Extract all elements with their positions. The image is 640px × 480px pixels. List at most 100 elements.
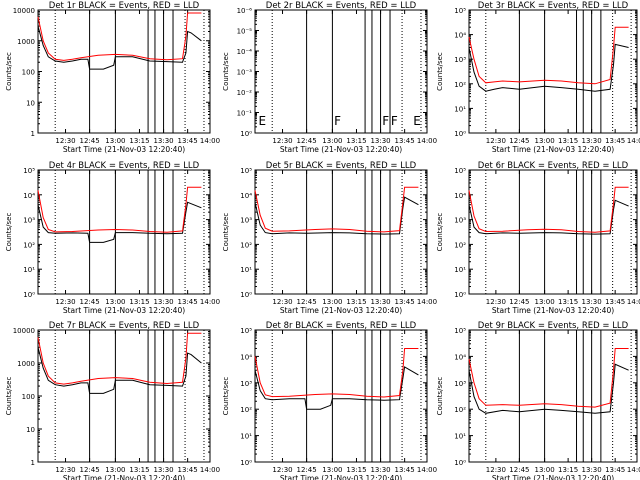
x-tick-label: 14:00 [417,137,437,145]
y-tick-label: 10 [26,426,35,434]
x-tick-label: 13:00 [322,466,342,474]
x-tick-label: 13:00 [535,137,555,145]
flag-marker-label: F [391,114,398,128]
x-tick-label: 14:00 [417,298,437,306]
x-tick-label: 13:15 [558,137,578,145]
y-tick-label: 10² [23,241,35,249]
y-tick-label: 10⁵ [240,327,252,335]
y-tick-label: 10⁴ [454,353,466,361]
x-tick-label: 12:30 [486,298,506,306]
y-tick-label: 10⁻³ [237,69,253,77]
x-tick-label: 13:30 [582,466,602,474]
y-tick-label: 10³ [240,217,252,225]
x-tick-label: 13:30 [370,137,390,145]
x-tick-label: 12:45 [297,298,317,306]
x-tick-label: 13:45 [178,137,198,145]
x-tick-label: 13:00 [322,137,342,145]
y-tick-label: 10³ [454,380,466,388]
x-tick-label: 12:30 [272,298,292,306]
x-tick-label: 13:15 [129,298,149,306]
x-tick-label: 12:30 [55,466,75,474]
events-series-line [37,25,202,70]
chart-panel-4: Det 4r BLACK = Events, RED = LLD 10⁰ 10¹ 10… [5,161,220,315]
flag-marker-label: E [258,114,266,128]
x-tick-label: 12:30 [486,466,506,474]
x-tick-label: 13:45 [395,137,415,145]
x-tick-label: 14:00 [627,298,640,306]
x-tick-label: 13:15 [558,298,578,306]
x-tick-label: 13:00 [322,298,342,306]
flag-marker-label: E [413,114,421,128]
y-tick-label: 10000 [13,327,35,335]
y-axis-label: Counts/sec [222,52,230,91]
x-tick-label: 13:45 [395,466,415,474]
x-tick-label: 14:00 [200,298,220,306]
y-tick-label: 1 [31,459,35,467]
y-axis-label: Counts/sec [436,213,444,252]
chart-title: Det 4r BLACK = Events, RED = LLD [49,161,200,171]
plot-frame [468,9,638,134]
x-tick-label: 12:45 [297,137,317,145]
x-tick-label: 13:00 [535,466,555,474]
chart-panel-5: Det 5r BLACK = Events, RED = LLD 10⁰ 10¹ 10… [222,161,437,315]
y-tick-label: 100 [22,393,35,401]
x-tick-label: 12:30 [486,137,506,145]
x-axis-label: Start Time (21-Nov-03 12:20:40) [492,306,614,315]
y-tick-label: 10³ [23,217,35,225]
x-tick-label: 13:45 [605,466,625,474]
x-tick-label: 13:15 [346,298,366,306]
x-axis-label: Start Time (21-Nov-03 12:20:40) [63,474,185,480]
x-tick-label: 13:30 [370,466,390,474]
chart-title: Det 5r BLACK = Events, RED = LLD [266,161,417,171]
y-tick-label: 10⁴ [23,192,35,200]
y-axis-label: Counts/sec [5,52,13,91]
y-tick-label: 10⁵ [454,167,466,175]
x-tick-label: 12:45 [80,298,100,306]
y-tick-label: 10⁰ [454,130,466,138]
y-tick-label: 10⁴ [240,192,252,200]
y-axis-label: Counts/sec [222,213,230,252]
lld-series-line [37,332,202,385]
y-tick-label: 10 [26,99,35,107]
y-tick-label: 10³ [454,56,466,64]
x-tick-label: 13:15 [129,466,149,474]
x-tick-label: 13:00 [105,137,125,145]
y-tick-label: 10⁴ [240,353,252,361]
lld-series-line [37,12,202,61]
x-axis-label: Start Time (21-Nov-03 12:20:40) [492,145,614,154]
lld-series-line [468,186,629,233]
x-tick-label: 12:45 [509,466,529,474]
y-tick-label: 10⁴ [454,32,466,40]
x-tick-label: 13:30 [370,298,390,306]
x-tick-label: 14:00 [627,137,640,145]
x-tick-label: 13:30 [582,137,602,145]
x-tick-label: 13:45 [178,466,198,474]
x-tick-label: 13:45 [605,298,625,306]
x-tick-label: 12:30 [55,137,75,145]
x-tick-label: 12:45 [509,137,529,145]
x-tick-label: 13:30 [153,137,173,145]
y-tick-label: 10⁰ [454,459,466,467]
y-tick-label: 10¹ [454,266,466,274]
x-axis-label: Start Time (21-Nov-03 12:20:40) [280,306,402,315]
chart-panel-8: Det 8r BLACK = Events, RED = LLD 10⁰ 10¹ 10… [222,321,437,480]
y-tick-label: 10³ [240,380,252,388]
y-tick-label: 10² [454,406,466,414]
y-tick-label: 10000 [13,7,35,15]
x-tick-label: 13:00 [535,298,555,306]
flag-marker-label: F [334,114,341,128]
y-tick-label: 1 [31,130,35,138]
y-tick-label: 10² [240,241,252,249]
y-tick-label: 10⁰ [240,291,252,299]
x-axis-label: Start Time (21-Nov-03 12:20:40) [63,145,185,154]
y-axis-label: Counts/sec [5,377,13,416]
events-series-line [468,43,629,92]
y-tick-label: 10⁵ [240,167,252,175]
y-axis-label: Counts/sec [436,52,444,91]
y-tick-label: 10⁰ [240,459,252,467]
lld-series-line [468,348,629,408]
y-tick-label: 10⁻⁴ [237,48,253,56]
x-tick-label: 13:00 [105,298,125,306]
lld-series-line [37,186,202,233]
